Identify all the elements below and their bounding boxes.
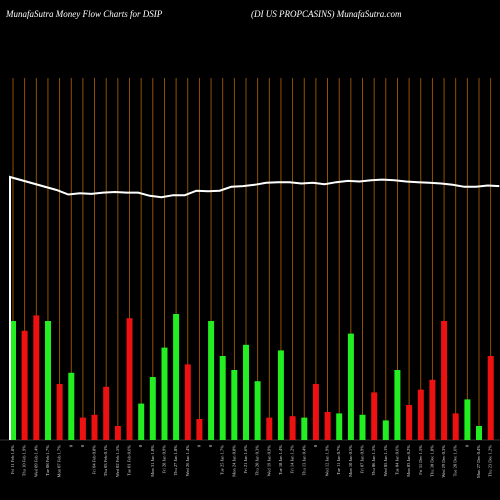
money-flow-bar xyxy=(464,399,471,440)
x-tick-label: 0 xyxy=(208,444,213,447)
x-tick-label: Fri 14 Jan 1.2% xyxy=(290,445,295,474)
money-flow-bar xyxy=(371,392,378,440)
x-tick-label: Thu 27 Jan 1.8% xyxy=(173,445,178,476)
money-flow-bar xyxy=(441,321,448,440)
money-flow-bar xyxy=(103,386,110,440)
money-flow-bar xyxy=(359,414,366,440)
money-flow-bar xyxy=(208,321,215,440)
money-flow-bar xyxy=(45,321,51,440)
x-tick-label: Thu 10 Feb 1.9% xyxy=(22,445,27,476)
money-flow-bar xyxy=(417,389,424,440)
grid-lines xyxy=(12,78,492,440)
money-flow-bar xyxy=(219,356,226,440)
x-tick-label: Tue 18 Jan 1.4% xyxy=(278,445,283,475)
money-flow-bar xyxy=(243,344,249,440)
money-flow-bar xyxy=(10,321,16,440)
money-flow-bar xyxy=(184,364,191,440)
money-flow-bar xyxy=(79,417,86,440)
money-flow-bar xyxy=(138,403,145,440)
x-tick-label: Thu 06 Jan 1.3% xyxy=(371,445,376,476)
money-flow-bar xyxy=(21,330,28,440)
money-flow-bar xyxy=(382,420,389,440)
x-tick-label: Fri 04 Feb 0.8% xyxy=(92,445,97,475)
x-tick-label: Mon 27 Dec 0.4% xyxy=(476,445,481,478)
x-tick-label: Thu 20 Jan 0.3% xyxy=(255,445,260,476)
x-tick-label: Thu 13 Jan 0.4% xyxy=(301,445,306,476)
money-flow-line xyxy=(9,175,500,440)
x-tick-label: 0 xyxy=(313,444,318,447)
x-tick-label: Wed 09 Feb 1.4% xyxy=(33,445,38,477)
money-flow-bar xyxy=(91,414,98,440)
x-tick-label: Fri 11 Feb 1.8% xyxy=(10,445,15,474)
money-flow-bar xyxy=(312,384,319,440)
money-flow-bar xyxy=(114,426,121,440)
x-tick-label: Mon 31 Jan 1.0% xyxy=(150,445,155,477)
x-axis-labels: Fri 11 Feb 1.8% Thu 10 Feb 1.9% Wed 09 Feb… xyxy=(10,444,493,478)
money-flow-bar xyxy=(254,381,261,440)
x-tick-label: Tue 28 Dec 1.6% xyxy=(453,445,458,477)
x-tick-label: Fri 21 Jan 1.6% xyxy=(243,445,248,474)
x-tick-label: Thu 03 Feb 0.1% xyxy=(103,445,108,476)
money-flow-bar xyxy=(452,413,459,440)
bar-series xyxy=(10,314,494,440)
money-flow-bar xyxy=(289,416,296,440)
x-tick-label: Wed 12 Jan 1.9% xyxy=(325,445,330,477)
money-flow-bar xyxy=(347,333,354,440)
x-tick-label: Wed 02 Feb 1.5% xyxy=(115,445,120,477)
x-tick-label: Mon 10 Jan 0.5% xyxy=(348,445,353,477)
x-tick-label: Thu 30 Dec 1.0% xyxy=(429,445,434,477)
money-flow-bar xyxy=(161,347,168,440)
x-tick-label: Fri 31 Dec 1.5% xyxy=(418,445,423,475)
x-tick-label: 0 xyxy=(138,444,143,447)
x-tick-label: Mon 07 Feb 1.7% xyxy=(57,445,62,478)
x-tick-label: 0 xyxy=(80,444,85,447)
x-tick-label: Tue 25 Jan 1.7% xyxy=(220,445,225,475)
money-flow-bar xyxy=(476,426,482,440)
money-flow-bar xyxy=(429,379,436,440)
money-flow-bar xyxy=(149,377,156,440)
x-tick-label: Fri 28 Jan 0.9% xyxy=(162,445,167,474)
chart-title: MunafaSutra Money Flow Charts for DSIP xyxy=(6,9,163,19)
x-tick-label: 0 xyxy=(464,444,469,447)
money-flow-bar xyxy=(406,405,413,440)
money-flow-bar xyxy=(196,419,203,440)
money-flow-bar xyxy=(231,370,238,440)
money-flow-bar xyxy=(301,417,308,440)
chart-subtitle: (DI US PROPCASINS) MunafaSutra.com xyxy=(251,9,402,19)
money-flow-bar xyxy=(277,350,284,440)
x-tick-label: Fri 07 Jan 0.9% xyxy=(360,445,365,474)
money-flow-bar xyxy=(173,314,180,440)
money-flow-bar xyxy=(324,412,331,440)
money-flow-bar xyxy=(33,315,40,440)
x-tick-label: Wed 26 Jan 1.4% xyxy=(185,445,190,477)
x-tick-label: Tue 04 Jan 0.6% xyxy=(394,445,399,475)
x-tick-label: Mon 24 Jan 0.8% xyxy=(231,445,236,477)
x-tick-label: 0 xyxy=(196,444,201,447)
money-flow-bar xyxy=(126,318,133,440)
money-flow-bar xyxy=(56,384,63,440)
money-flow-bar xyxy=(266,417,273,440)
money-flow-bar xyxy=(68,372,75,440)
x-tick-label: 0 xyxy=(68,444,73,447)
money-flow-bar xyxy=(487,356,494,440)
money-flow-bar xyxy=(394,370,401,440)
x-tick-label: Wed 29 Dec 0.3% xyxy=(441,445,446,478)
x-tick-label: Wed 05 Jan 1.1% xyxy=(383,445,388,477)
x-tick-label: Thu 23 Dec 1.2% xyxy=(488,445,493,477)
x-tick-label: Tue 11 Jan 0.7% xyxy=(336,445,341,475)
x-tick-label: Wed 19 Jan 0.9% xyxy=(266,445,271,477)
x-tick-label: Tue 08 Feb 1.7% xyxy=(45,445,50,476)
money-flow-bar xyxy=(336,413,343,440)
x-tick-label: Tue 01 Feb 0.6% xyxy=(127,445,132,476)
x-tick-label: Mon 03 Jan 0.2% xyxy=(406,445,411,477)
